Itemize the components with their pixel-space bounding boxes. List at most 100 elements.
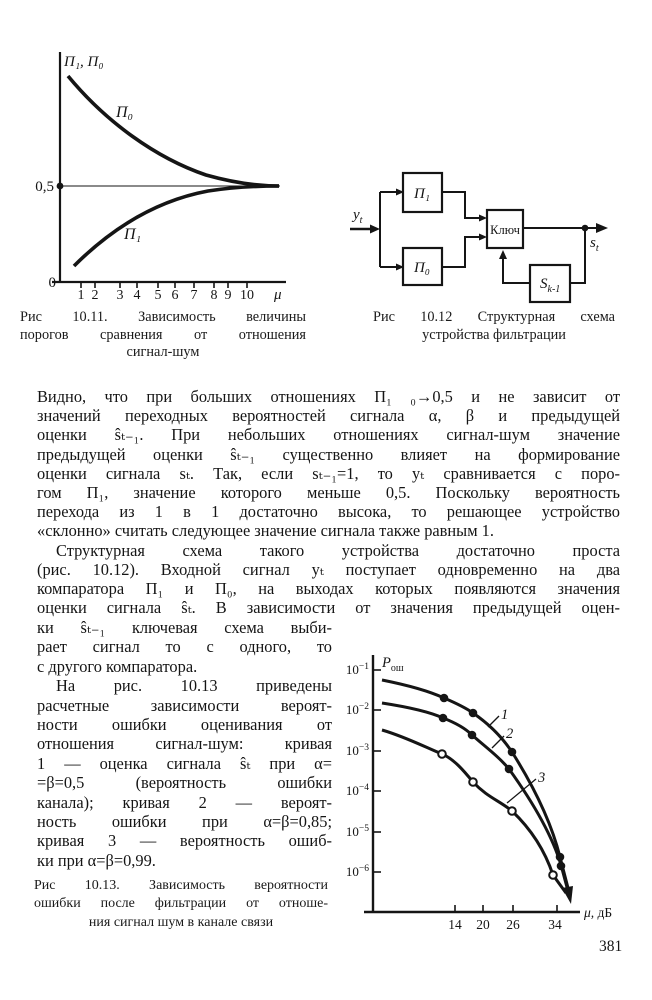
svg-text:10−4: 10−4: [346, 783, 369, 798]
curve-2-markers: [438, 713, 566, 871]
block-s-label: Sk-1: [540, 276, 560, 295]
x-axis-label: μ, дБ: [583, 905, 612, 920]
curve-1-label: 1: [501, 707, 508, 723]
text-line: =β=0,5 (вероятность ошибки: [37, 773, 332, 793]
x-axis-label: μ: [273, 287, 282, 303]
text-line: перехода из 1 в 1 достаточно высока, то …: [37, 502, 620, 522]
svg-text:1: 1: [78, 288, 85, 303]
block-key: [485, 208, 525, 250]
svg-text:14: 14: [448, 917, 462, 932]
svg-text:5: 5: [155, 288, 162, 303]
curve-1-markers: [439, 693, 565, 862]
text-line: (рис. 10.12). Входной сигнал yₜ поступае…: [37, 559, 620, 579]
half-level-dot: [56, 182, 64, 190]
text-line: кривая 3 — вероятность ошиб-: [37, 831, 332, 851]
x-axis-ticks: [454, 905, 558, 912]
curve-2: [381, 701, 570, 892]
input-signal-label: yt: [351, 207, 363, 226]
svg-text:10−2: 10−2: [346, 702, 369, 717]
figure-10-12-diagram: yt П₁ П₀ Ключ Sk-1 st: [350, 171, 608, 304]
zero-tick-label: 0: [49, 275, 57, 291]
text-line: канала); кривая 2 — вероят-: [37, 792, 332, 812]
figure-10-13-plot: 1 2 3 Рош 10−1 10−2 10−3 10−4 10−5 10−6 …: [346, 655, 612, 932]
caption-line: ния сигнал шум в канале связи: [88, 914, 274, 930]
curve-p0: [66, 74, 280, 188]
text-line: отношения сигнал-шум: кривая: [37, 734, 332, 754]
curve-2-label: 2: [506, 726, 513, 742]
svg-text:10−3: 10−3: [346, 743, 369, 758]
output-node-dot: [581, 224, 589, 232]
curve-label-leaders: [487, 715, 537, 804]
svg-text:7: 7: [191, 288, 198, 303]
block-s: [528, 263, 572, 304]
y-tick-labels: 10−1 10−2 10−3 10−4 10−5 10−6: [346, 662, 369, 879]
text-line: оценки сигнала sₜ. Так, если sₜ₋₁=1, то …: [37, 463, 620, 483]
caption-line: ошибки после фильтрации от отноше-: [34, 896, 328, 912]
text-line: значений переходных вероятностей сигнала…: [37, 406, 620, 426]
text-line: Видно, что при больших отношениях П₁ ₀→0…: [37, 387, 620, 406]
svg-text:8: 8: [211, 288, 218, 303]
y-axis-ticks: [373, 669, 381, 873]
block-p1: [401, 171, 444, 214]
figure-10-11-plot: П₁, П₀ 0,5 0 П₀ П₁ 1 2 3 4 5 6 7 8 9 10 …: [35, 52, 286, 303]
curve-p0-label: П₀: [115, 104, 133, 121]
curve-3-markers: [437, 749, 558, 880]
x-tick-labels: 1 2 3 4 5 6 7 8 9 10: [78, 288, 255, 303]
svg-text:9: 9: [225, 288, 232, 303]
text-line: рает сигнал то с одного, то: [37, 637, 332, 657]
x-tick-labels: 14 20 26 34: [448, 917, 562, 932]
text-line: компаратора П₁ и П₀, на выходах которых …: [37, 579, 620, 599]
axes-10-13: [364, 655, 580, 914]
svg-text:10−5: 10−5: [346, 824, 369, 839]
convergence-arrow: [562, 886, 573, 904]
output-signal-label: st: [590, 235, 599, 254]
block-p0-label: П₀: [413, 260, 430, 276]
curve-p1: [72, 184, 280, 268]
x-axis-ticks: [80, 282, 248, 288]
caption-line: порогов сравнения от отношения: [20, 326, 306, 343]
svg-text:2: 2: [92, 288, 99, 303]
svg-text:3: 3: [117, 288, 124, 303]
text-line: с другого компаратора.: [37, 656, 198, 676]
figure-10-12-caption: Рис 10.12 Структурная схема устройства ф…: [373, 309, 615, 344]
half-tick-label: 0,5: [35, 179, 54, 195]
text-line: оценки сигнала ŝₜ. В зависимости от знач…: [37, 598, 620, 618]
block-p0: [401, 246, 444, 287]
svg-text:34: 34: [548, 917, 562, 932]
text-line: предыдущей оценки ŝₜ₋₁ существенно влияе…: [37, 444, 620, 464]
text-line: Структурная схема такого устройства дост…: [56, 540, 620, 560]
block-key-label: Ключ: [490, 223, 520, 237]
text-line: ки ŝₜ₋₁ ключевая схема выби-: [37, 618, 332, 637]
svg-text:10−1: 10−1: [346, 662, 369, 677]
y-axis-label: П₁, П₀: [63, 54, 104, 70]
figure-10-13-caption: Рис 10.13. Зависимость вероятности ошибк…: [34, 877, 328, 932]
diagram-blocks: [401, 171, 572, 304]
diagram-wires: [350, 191, 599, 284]
svg-text:4: 4: [134, 288, 141, 303]
page-number: 381: [599, 938, 623, 955]
text-line: На рис. 10.13 приведены: [56, 676, 332, 696]
caption-line: Рис 10.11. Зависимость величины: [20, 309, 306, 325]
svg-text:10: 10: [240, 288, 254, 303]
y-axis-label: Рош: [381, 655, 404, 674]
caption-line: Рис 10.13. Зависимость вероятности: [34, 878, 328, 893]
curve-p1-label: П₁: [123, 226, 141, 243]
figure-10-11-caption: Рис 10.11. Зависимость величины порогов …: [20, 309, 306, 362]
text-line: расчетные зависимости вероят-: [37, 695, 332, 715]
caption-line: сигнал-шум: [126, 344, 200, 361]
text-line: гом П₁, значение которого меньше 0,5. По…: [37, 483, 620, 503]
caption-line: Рис 10.12 Структурная схема: [373, 309, 615, 325]
svg-text:6: 6: [172, 288, 179, 303]
text-line: 1 — оценка сигнала ŝₜ при α=: [37, 753, 332, 773]
svg-text:20: 20: [476, 917, 490, 932]
svg-text:26: 26: [506, 917, 520, 932]
block-p1-label: П₁: [413, 186, 430, 202]
curve-3-label: 3: [537, 770, 545, 786]
text-line: ки при α=β=0,99.: [37, 850, 156, 870]
text-line: «склонно» считать следующее значение сиг…: [37, 521, 494, 541]
paragraph-narrow: ки ŝₜ₋₁ ключевая схема выби- рает сигнал…: [37, 618, 332, 870]
paragraph-wide: Видно, что при больших отношениях П₁ ₀→0…: [37, 387, 620, 617]
caption-line: устройства фильтрации: [422, 326, 566, 343]
svg-text:10−6: 10−6: [346, 864, 369, 879]
